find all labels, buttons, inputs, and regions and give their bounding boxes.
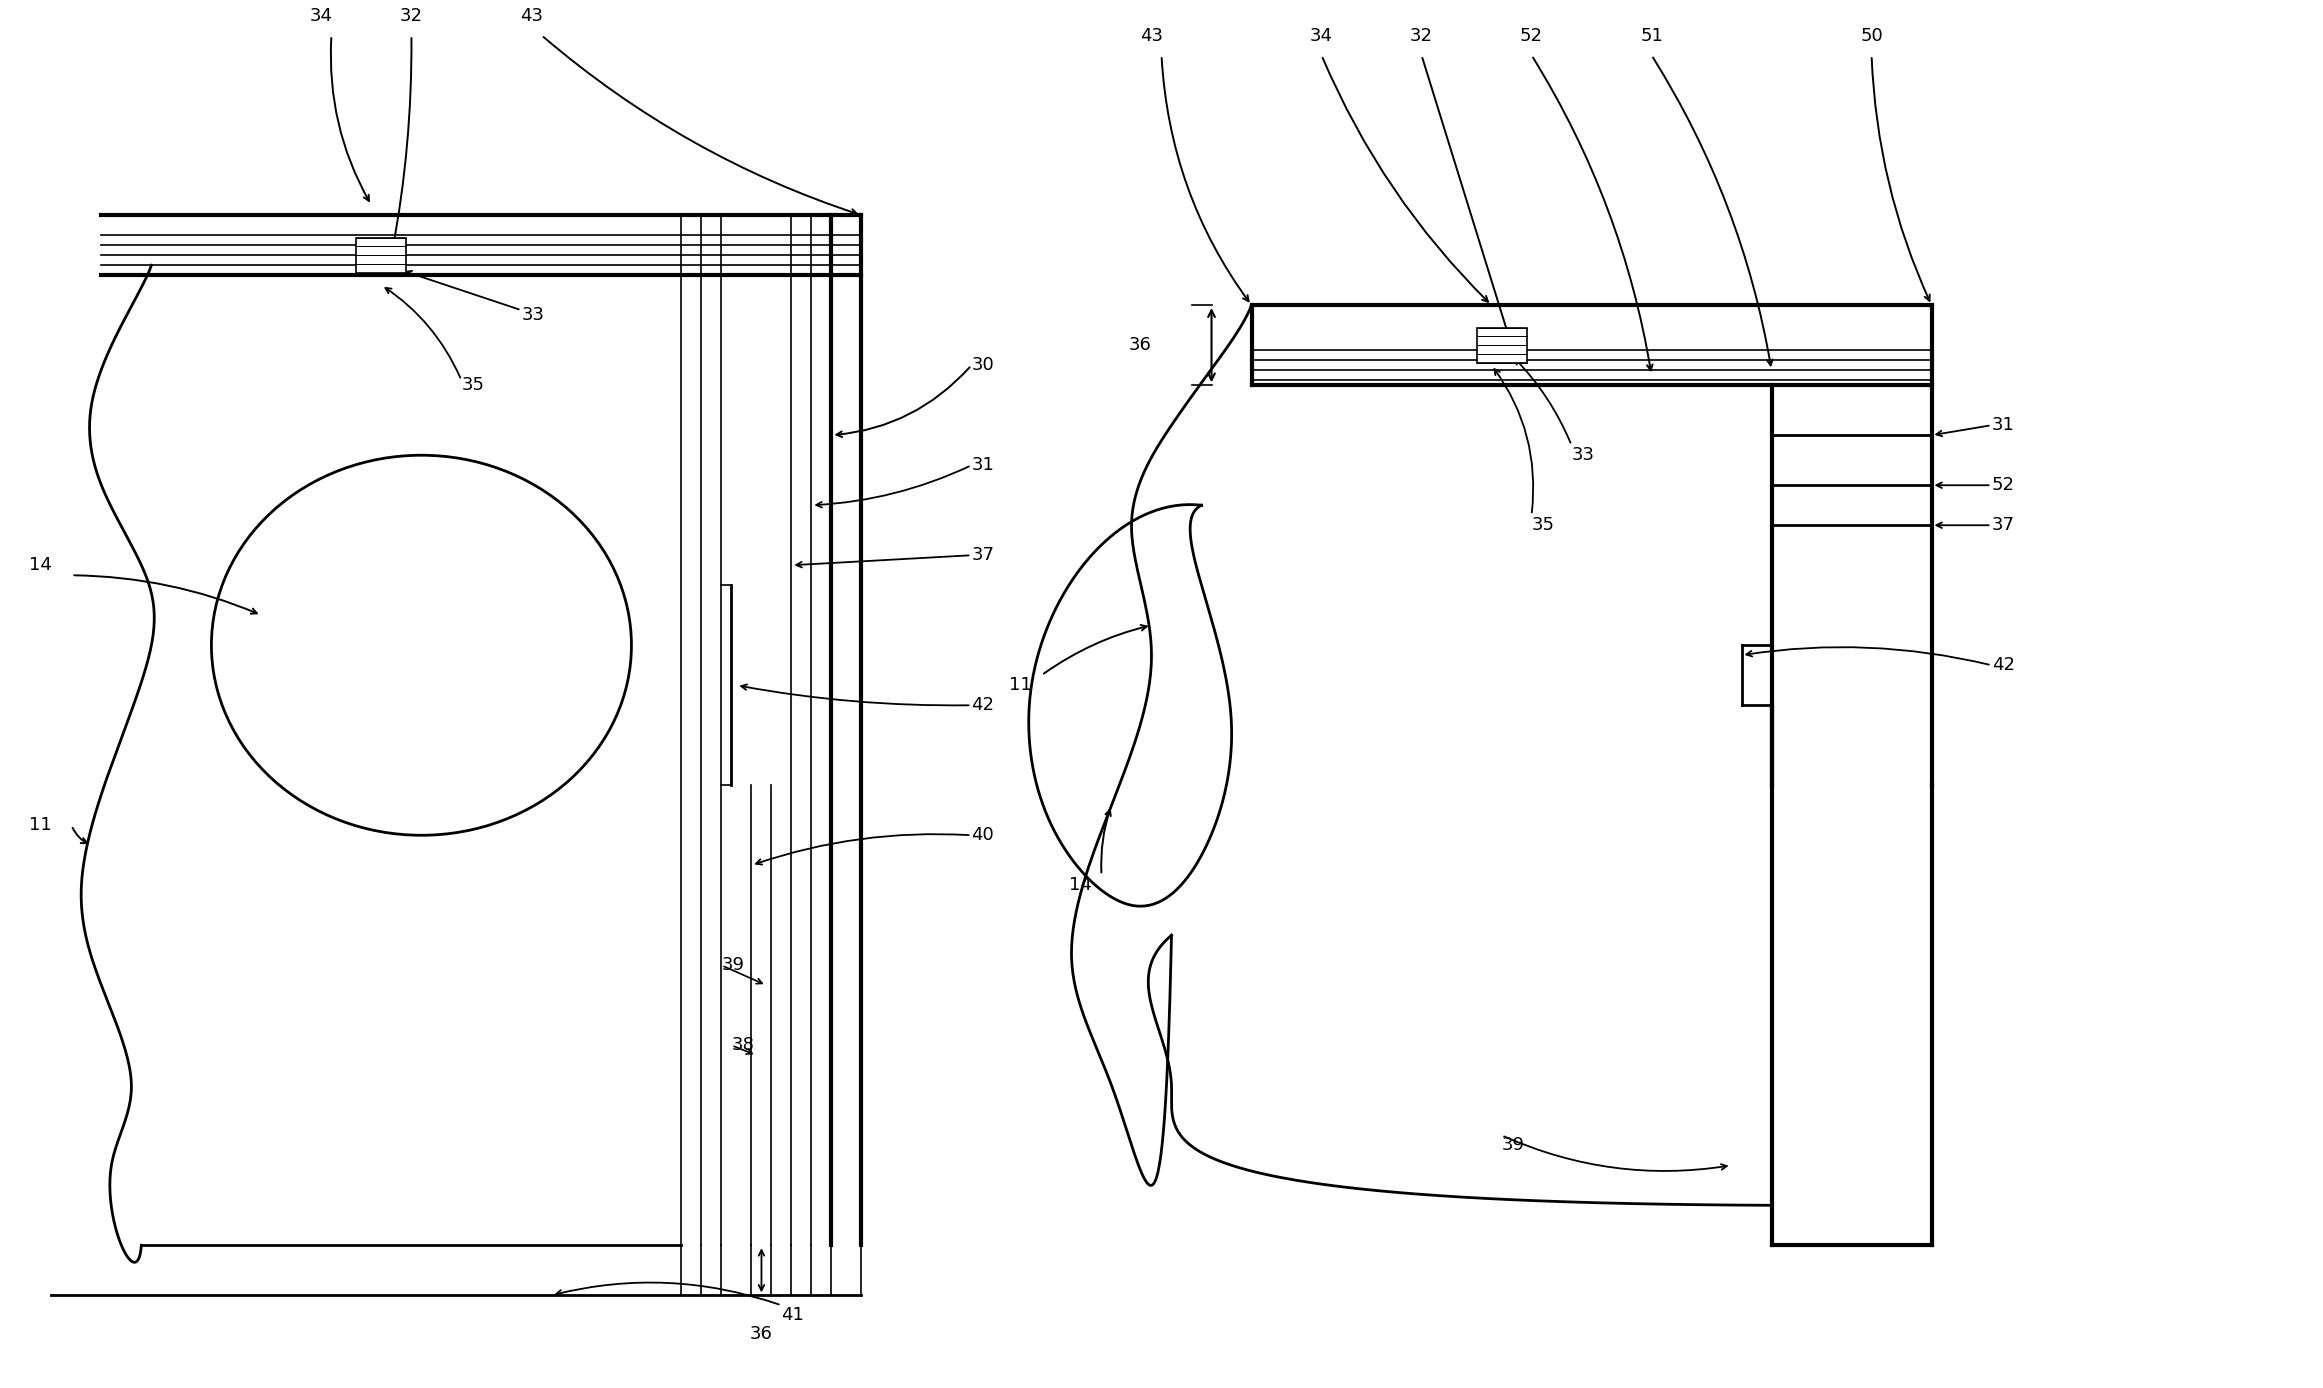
Text: 43: 43 bbox=[1141, 28, 1164, 46]
Text: 33: 33 bbox=[1573, 446, 1594, 464]
Text: 30: 30 bbox=[971, 357, 994, 375]
Text: 42: 42 bbox=[1991, 657, 2014, 675]
Text: 39: 39 bbox=[722, 956, 743, 974]
Text: 33: 33 bbox=[520, 307, 544, 325]
Text: 14: 14 bbox=[1069, 876, 1092, 894]
Text: 37: 37 bbox=[971, 547, 994, 565]
Text: 32: 32 bbox=[1410, 28, 1433, 46]
Text: 11: 11 bbox=[1008, 676, 1031, 694]
Text: 36: 36 bbox=[1129, 336, 1152, 354]
Text: 11: 11 bbox=[28, 816, 51, 834]
Text: 34: 34 bbox=[1310, 28, 1333, 46]
Text: 37: 37 bbox=[1991, 516, 2014, 534]
Text: 42: 42 bbox=[971, 697, 994, 715]
Text: 50: 50 bbox=[1861, 28, 1884, 46]
Text: 31: 31 bbox=[971, 457, 994, 475]
Text: 38: 38 bbox=[732, 1037, 755, 1055]
Text: 51: 51 bbox=[1640, 28, 1663, 46]
Text: 41: 41 bbox=[781, 1306, 804, 1324]
Text: 34: 34 bbox=[309, 7, 332, 25]
Text: 35: 35 bbox=[462, 376, 486, 394]
Bar bbox=[355, 237, 407, 272]
Text: 52: 52 bbox=[1519, 28, 1542, 46]
Text: 35: 35 bbox=[1531, 516, 1554, 534]
Text: 32: 32 bbox=[400, 7, 423, 25]
Text: 40: 40 bbox=[971, 826, 994, 844]
Text: 43: 43 bbox=[520, 7, 544, 25]
Text: 52: 52 bbox=[1991, 476, 2014, 494]
Text: 39: 39 bbox=[1501, 1137, 1524, 1155]
Text: 31: 31 bbox=[1991, 416, 2014, 434]
Text: 36: 36 bbox=[750, 1326, 774, 1344]
Bar bbox=[1477, 328, 1526, 362]
Text: 14: 14 bbox=[28, 557, 51, 575]
